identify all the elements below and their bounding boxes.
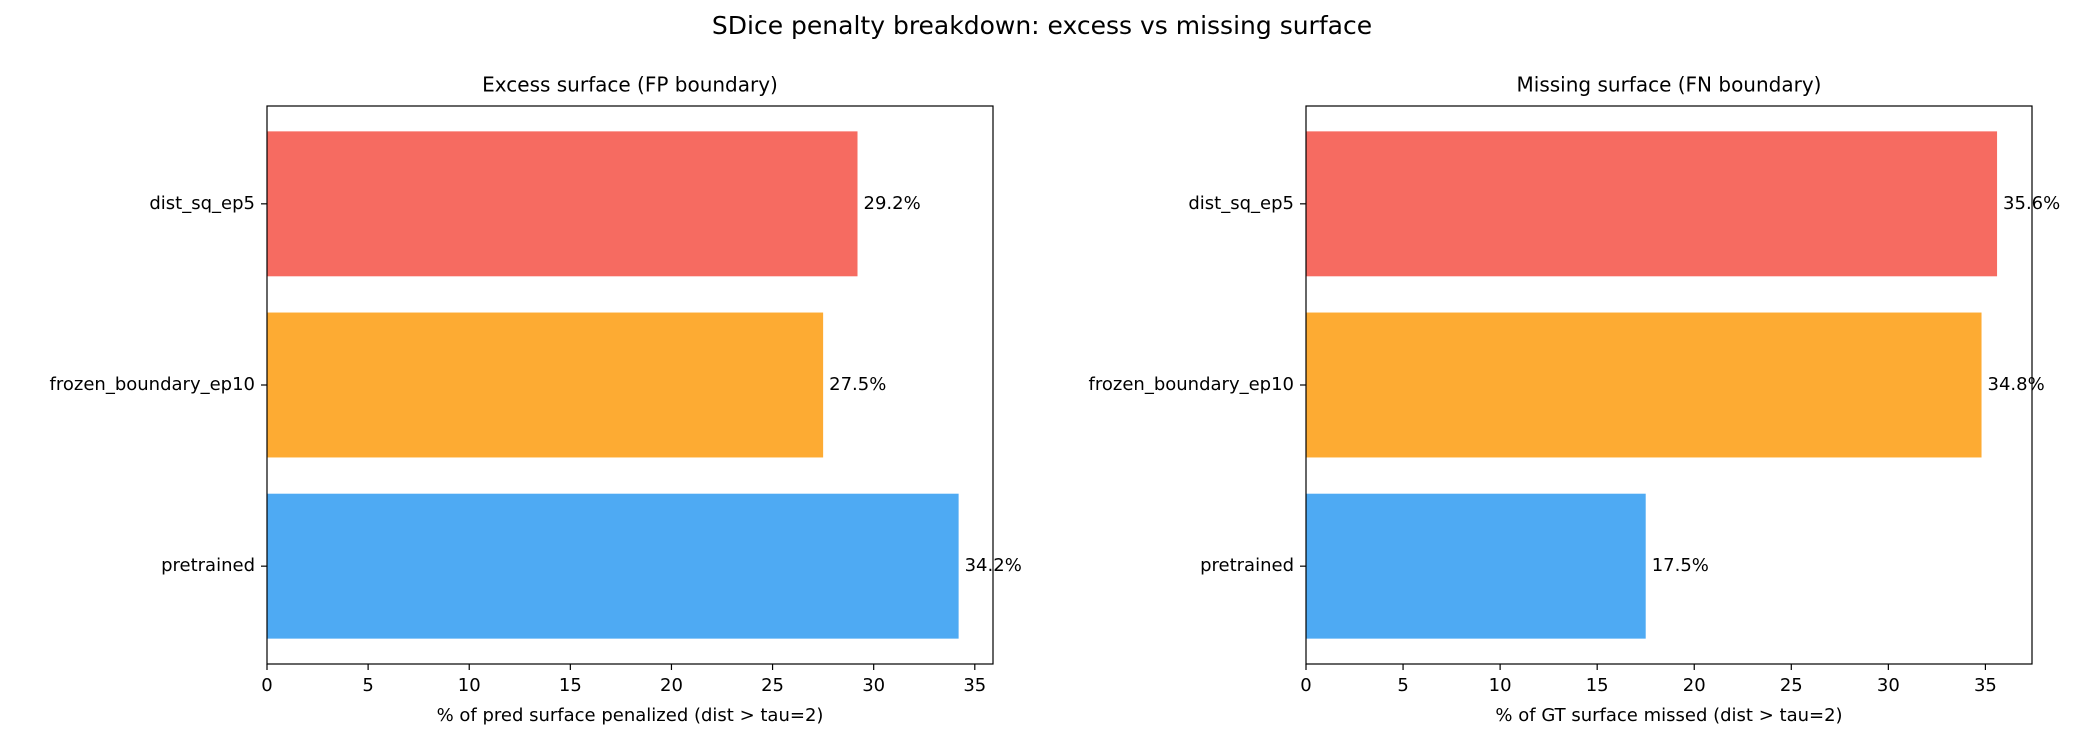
bar <box>1306 493 1646 639</box>
x-tick-label: 15 <box>559 675 582 696</box>
x-tick-label: 25 <box>761 675 784 696</box>
x-tick-label: 0 <box>1300 675 1311 696</box>
y-tick-label: dist_sq_ep5 <box>149 193 255 214</box>
bar <box>267 131 858 277</box>
value-label: 34.8% <box>1988 374 2045 395</box>
value-label: 27.5% <box>829 374 886 395</box>
value-label: 17.5% <box>1652 555 1709 576</box>
y-tick-label: frozen_boundary_ep10 <box>1089 374 1294 395</box>
x-tick-label: 5 <box>362 675 373 696</box>
figure-title: SDice penalty breakdown: excess vs missi… <box>712 11 1372 40</box>
y-tick-label: frozen_boundary_ep10 <box>50 374 255 395</box>
x-tick-label: 30 <box>862 675 885 696</box>
y-tick-label: dist_sq_ep5 <box>1188 193 1294 214</box>
x-tick-label: 5 <box>1397 675 1408 696</box>
x-tick-label: 15 <box>1586 675 1609 696</box>
y-tick-label: pretrained <box>1200 555 1294 576</box>
x-tick-label: 20 <box>1683 675 1706 696</box>
x-axis-label: % of pred surface penalized (dist > tau=… <box>437 705 824 726</box>
axes-frame <box>1305 105 2033 665</box>
x-tick-label: 25 <box>1780 675 1803 696</box>
x-tick-label: 20 <box>660 675 683 696</box>
y-tick-label: pretrained <box>161 555 255 576</box>
bar <box>267 493 959 639</box>
x-tick-label: 35 <box>963 675 986 696</box>
bar <box>1306 312 1982 458</box>
x-tick-label: 30 <box>1877 675 1900 696</box>
x-tick-label: 10 <box>1489 675 1512 696</box>
x-tick-label: 35 <box>1974 675 1997 696</box>
axes-title: Excess surface (FP boundary) <box>482 73 778 97</box>
value-label: 29.2% <box>864 193 921 214</box>
x-tick-label: 10 <box>458 675 481 696</box>
axes-title: Missing surface (FN boundary) <box>1517 73 1822 97</box>
x-axis-label: % of GT surface missed (dist > tau=2) <box>1495 705 1842 726</box>
bar <box>1306 131 1998 277</box>
x-tick-label: 0 <box>261 675 272 696</box>
bar <box>267 312 824 458</box>
axes-frame <box>266 105 994 665</box>
